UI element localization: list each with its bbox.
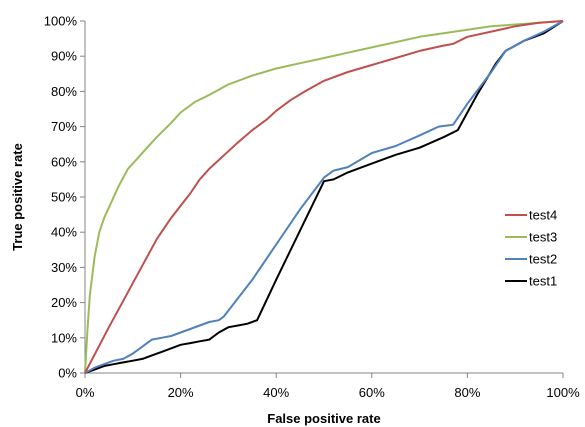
y-tick-label: 60% xyxy=(51,154,77,169)
y-tick-label: 40% xyxy=(51,225,77,240)
x-tick-label: 0% xyxy=(76,385,95,400)
x-axis-title: False positive rate xyxy=(267,411,380,426)
x-tick-label: 20% xyxy=(168,385,194,400)
legend: test4 test3 test2 test1 xyxy=(505,208,557,289)
series-lines xyxy=(84,20,564,374)
y-axis-title: True positive rate xyxy=(10,143,25,251)
y-tick-label: 70% xyxy=(51,119,77,134)
y-tick-label: 30% xyxy=(51,260,77,275)
x-tick-label: 40% xyxy=(263,385,289,400)
series-line-test4 xyxy=(84,20,564,374)
y-tick-label: 80% xyxy=(51,84,77,99)
series-line-test1 xyxy=(84,20,564,374)
legend-label-test2: test2 xyxy=(529,252,557,267)
legend-label-test4: test4 xyxy=(529,208,557,223)
y-tick-label: 90% xyxy=(51,49,77,64)
series-line-test3 xyxy=(84,20,564,374)
y-tick-label: 20% xyxy=(51,295,77,310)
axes xyxy=(84,21,563,374)
y-tick-label: 0% xyxy=(58,366,77,381)
y-tick-label: 50% xyxy=(51,190,77,205)
x-ticks: 0% 20% 40% 60% 80% 100% xyxy=(76,373,580,400)
y-tick-label: 100% xyxy=(44,14,78,29)
x-tick-label: 100% xyxy=(546,385,580,400)
series-line-test2 xyxy=(84,20,564,374)
legend-label-test1: test1 xyxy=(529,274,557,289)
x-tick-label: 60% xyxy=(359,385,385,400)
y-ticks: 0% 10% 20% 30% 40% 50% 60% 70% 80% 90% 100% xyxy=(44,14,85,381)
legend-label-test3: test3 xyxy=(529,230,557,245)
y-tick-label: 10% xyxy=(51,330,77,345)
x-tick-label: 80% xyxy=(454,385,480,400)
